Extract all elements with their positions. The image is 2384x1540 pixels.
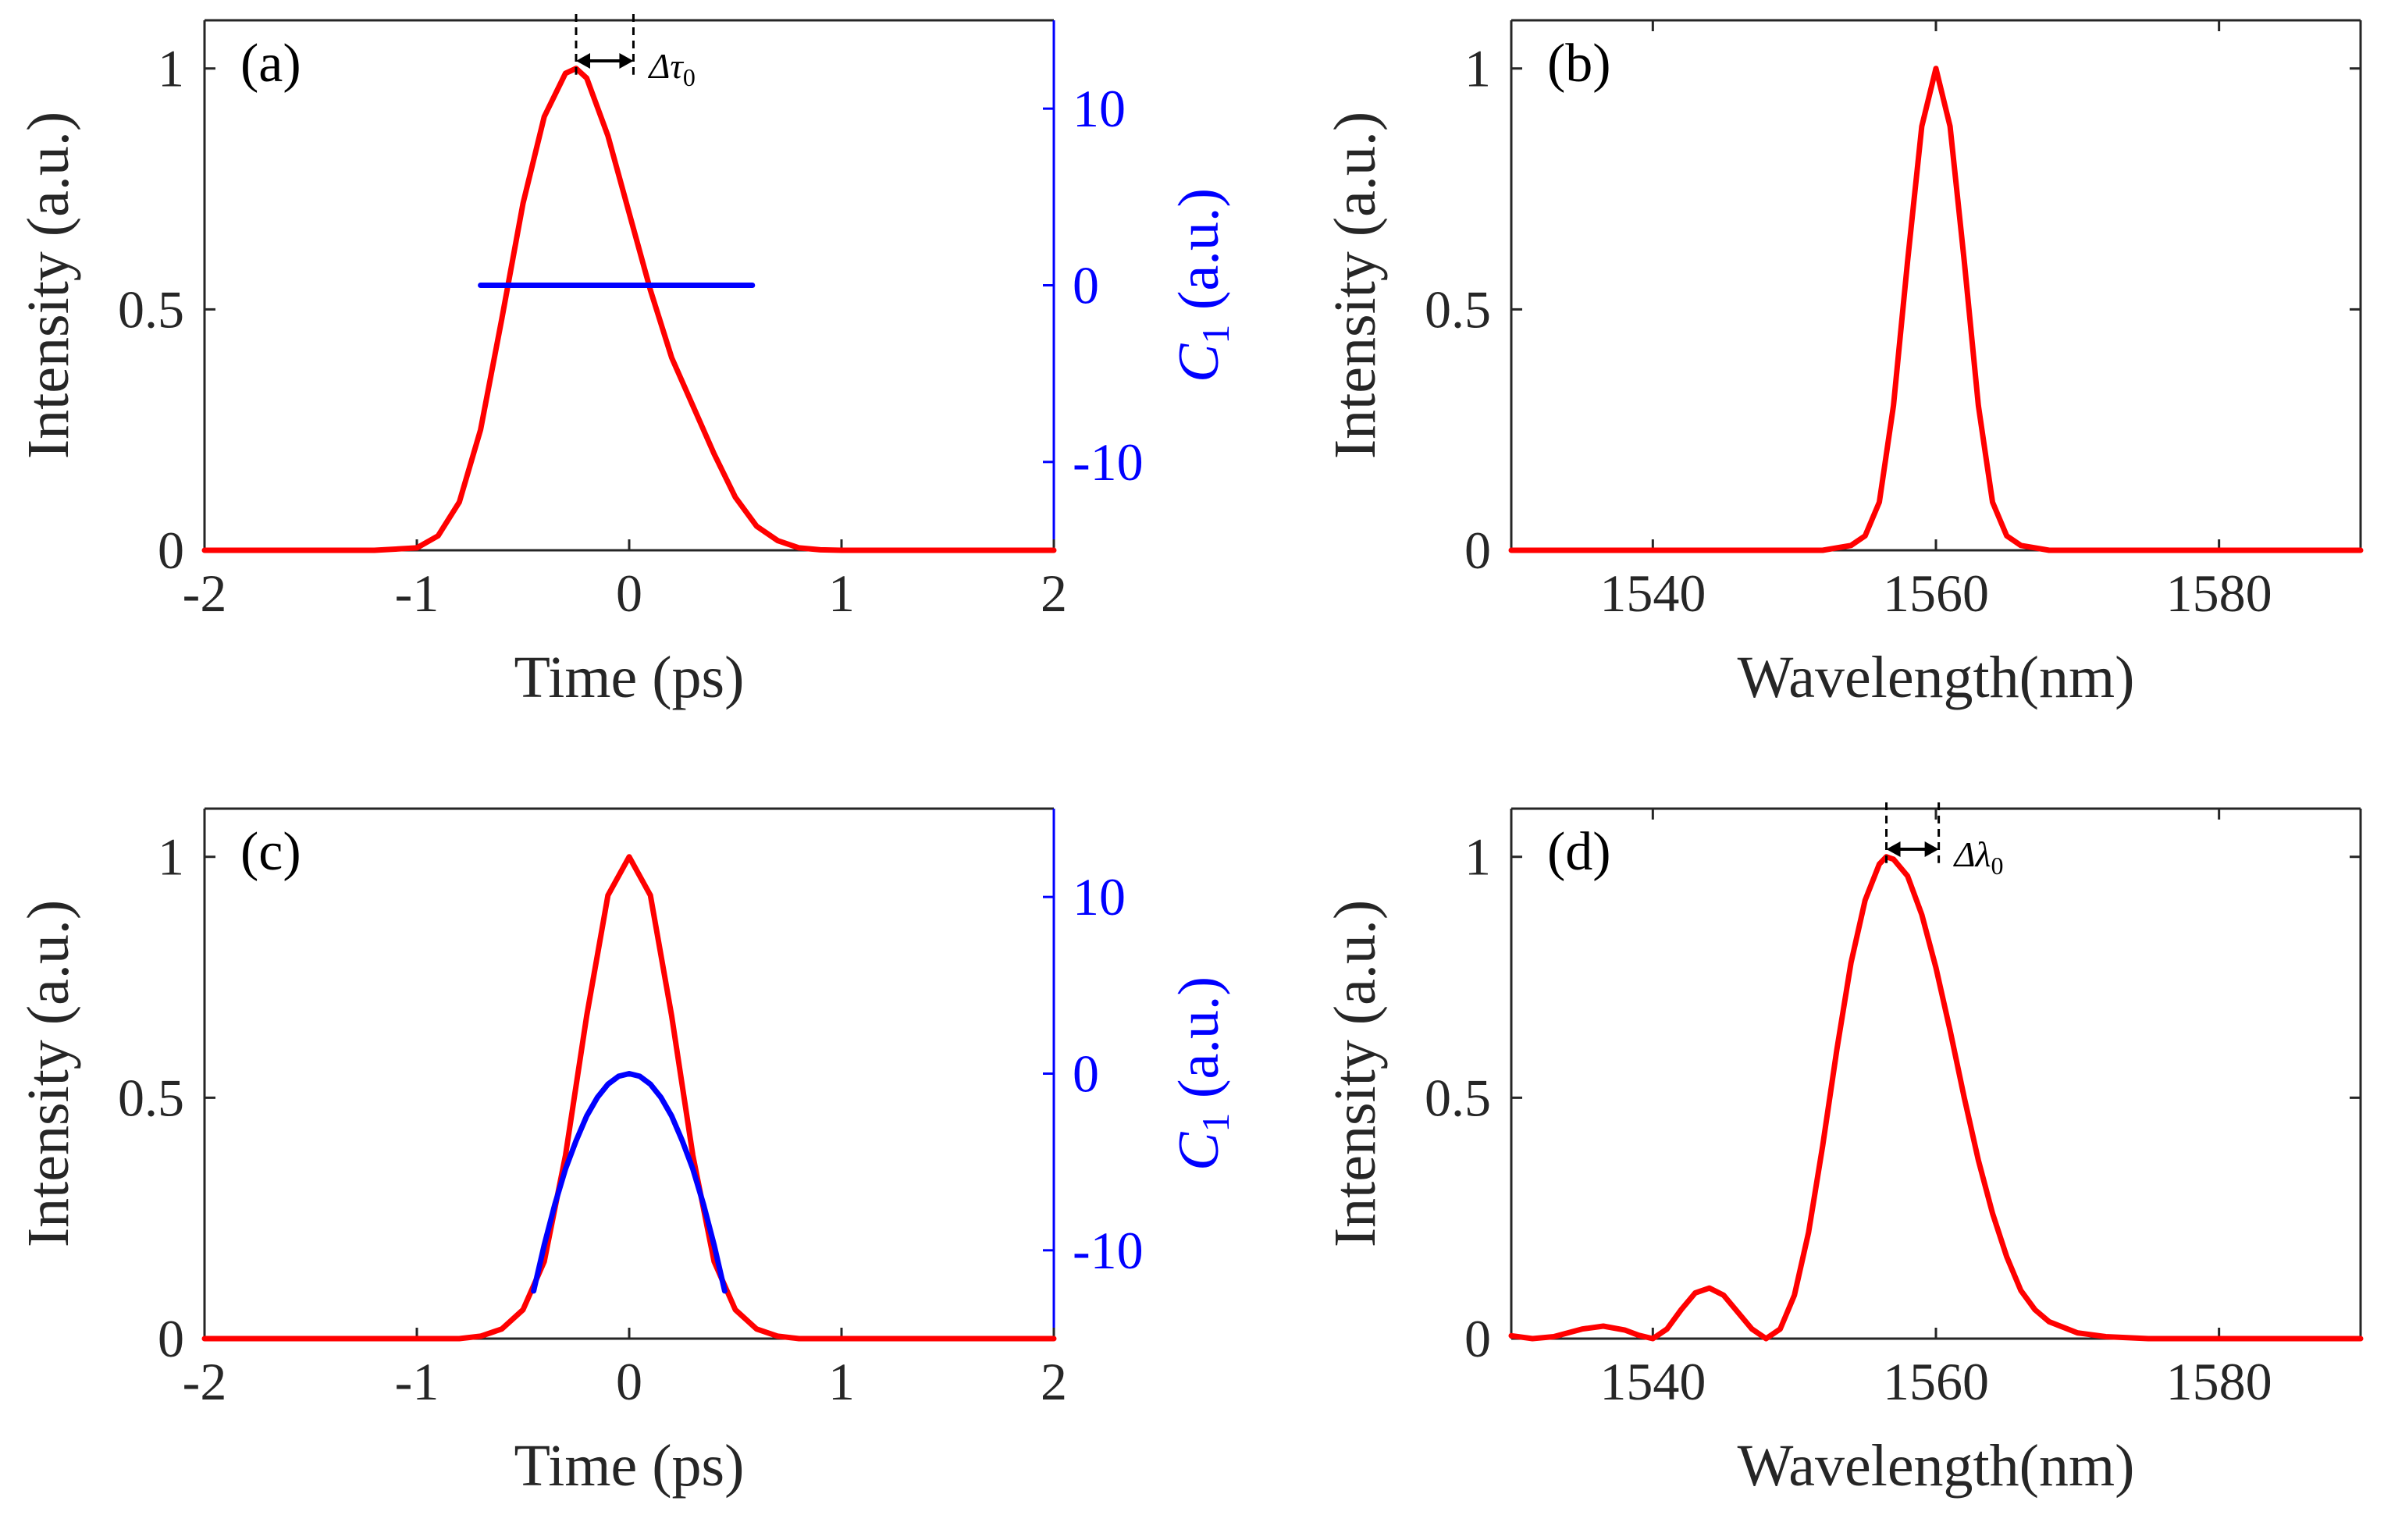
y-axis-label: Intensity (a.u.) <box>1322 112 1388 459</box>
annotation-arrowhead-left <box>1886 841 1901 857</box>
intensity-line <box>201 66 1057 553</box>
y-axis-label: Intensity (a.u.) <box>16 112 81 459</box>
y2-tick-label: 10 <box>1073 867 1126 926</box>
y-tick-label: 1 <box>1464 827 1491 887</box>
intensity-line <box>1508 854 2364 1342</box>
panel-d: 1540 1560 1580 0 0.5 1 Wavelength(nm) Intensity… <box>1322 802 2364 1499</box>
chirp-line <box>531 1071 728 1294</box>
x-tick-label: 1 <box>828 564 855 623</box>
panel-label: (d) <box>1547 822 1611 882</box>
y-tick-label: 1 <box>158 39 184 98</box>
x-axis-label: Wavelength(nm) <box>1738 1433 2135 1499</box>
panel-label: (b) <box>1547 34 1611 94</box>
y-tick-label: 0 <box>1464 1309 1491 1368</box>
y-axis-label: Intensity (a.u.) <box>16 900 81 1247</box>
x-axis-label: Wavelength(nm) <box>1738 645 2135 710</box>
annotation-label: Δτ0 <box>647 46 695 91</box>
x-tick-label: 1560 <box>1883 1352 1989 1411</box>
y2-tick-label: -10 <box>1073 432 1144 492</box>
x-axis-label: Time (ps) <box>514 1433 745 1499</box>
x-tick-label: 0 <box>616 1352 642 1411</box>
y-tick-label: 0.5 <box>1425 279 1491 339</box>
y2-tick-label: 10 <box>1073 79 1126 138</box>
panel-label: (a) <box>240 34 301 94</box>
y-tick-label: 0 <box>158 1309 184 1368</box>
y-tick-label: 0 <box>1464 521 1491 580</box>
x-tick-label: -1 <box>395 564 439 623</box>
y-tick-label: 0.5 <box>118 1068 184 1127</box>
x-tick-label: 1580 <box>2166 564 2272 623</box>
y-tick-label: 0.5 <box>118 279 184 339</box>
panel-b: 1540 1560 1580 0 0.5 1 Wavelength(nm) Intensity… <box>1322 19 2364 710</box>
y2-axis-label: C1 (a.u.) <box>1167 188 1237 382</box>
annotation-arrowhead-left <box>576 53 590 69</box>
x-tick-label: -1 <box>395 1352 439 1411</box>
x-tick-label: 0 <box>616 564 642 623</box>
x-tick-label: 2 <box>1041 564 1067 623</box>
x-tick-label: -2 <box>183 564 227 623</box>
y2-tick-label: -10 <box>1073 1221 1144 1280</box>
y-axis-label: Intensity (a.u.) <box>1322 900 1388 1247</box>
x-tick-label: 1580 <box>2166 1352 2272 1411</box>
y2-tick-label: 0 <box>1073 256 1099 315</box>
y-tick-label: 1 <box>1464 39 1491 98</box>
intensity-line <box>201 854 1057 1342</box>
annotation-label: Δλ0 <box>1953 834 2004 880</box>
x-tick-label: -2 <box>183 1352 227 1411</box>
annotation-arrowhead-right <box>1924 841 1939 857</box>
annotation-arrowhead-right <box>619 53 634 69</box>
x-tick-label: 1540 <box>1599 564 1706 623</box>
x-tick-label: 1560 <box>1883 564 1989 623</box>
panel-label: (c) <box>240 822 301 882</box>
intensity-line <box>1508 66 2364 553</box>
y2-tick-label: 0 <box>1073 1044 1099 1104</box>
x-tick-label: 2 <box>1041 1352 1067 1411</box>
y-tick-label: 0.5 <box>1425 1068 1491 1127</box>
y-tick-label: 1 <box>158 827 184 887</box>
y2-axis-label: C1 (a.u.) <box>1167 976 1237 1171</box>
x-axis-label: Time (ps) <box>514 645 745 710</box>
x-tick-label: 1 <box>828 1352 855 1411</box>
x-tick-label: 1540 <box>1599 1352 1706 1411</box>
y-tick-label: 0 <box>158 521 184 580</box>
